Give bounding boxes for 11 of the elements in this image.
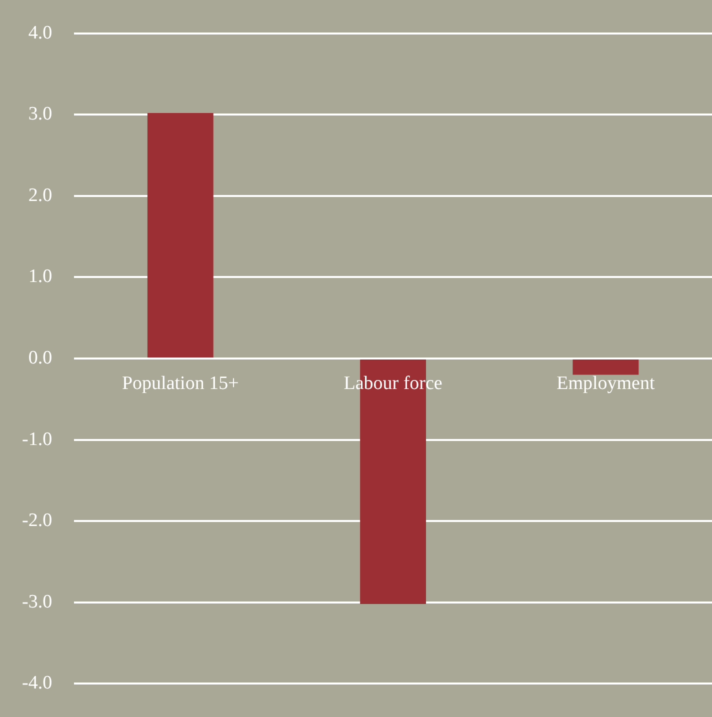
y-tick-label: 3.0 [28,104,52,125]
y-tick-label: 1.0 [28,266,52,288]
y-tick-label: -4.0 [22,672,52,694]
x-tick-label: Population 15+ [122,372,239,394]
x-tick-label: Employment [556,372,656,394]
y-tick-label: -3.0 [22,591,52,612]
y-tick-label: 4.0 [28,22,52,44]
y-tick-label: 0.0 [28,347,52,368]
y-tick-label: -2.0 [22,510,52,532]
y-tick-label: -1.0 [22,428,52,450]
y-tick-label: 2.0 [28,184,52,206]
